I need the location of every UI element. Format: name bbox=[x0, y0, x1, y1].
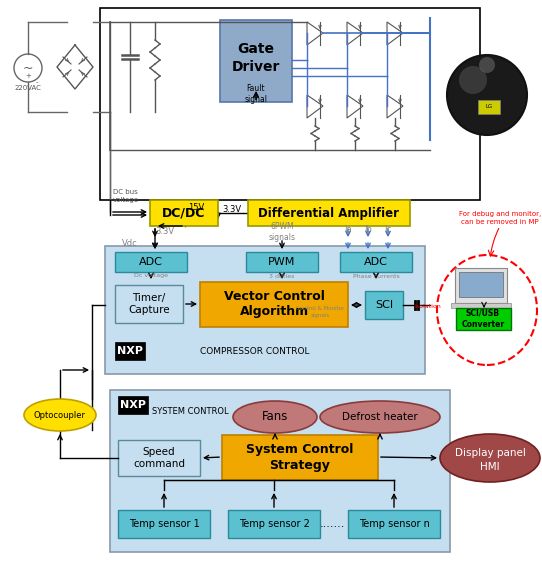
Ellipse shape bbox=[440, 434, 540, 482]
FancyBboxPatch shape bbox=[118, 440, 200, 476]
Text: 3 duties: 3 duties bbox=[269, 274, 295, 279]
Circle shape bbox=[447, 55, 527, 135]
Ellipse shape bbox=[24, 399, 96, 431]
FancyBboxPatch shape bbox=[456, 308, 511, 330]
FancyBboxPatch shape bbox=[105, 246, 425, 374]
FancyBboxPatch shape bbox=[478, 100, 500, 114]
FancyBboxPatch shape bbox=[100, 8, 480, 200]
FancyBboxPatch shape bbox=[220, 20, 292, 102]
FancyBboxPatch shape bbox=[118, 396, 148, 414]
Text: Temp sensor 2: Temp sensor 2 bbox=[238, 519, 309, 529]
Text: DC/DC: DC/DC bbox=[162, 206, 205, 219]
Text: NXP: NXP bbox=[117, 346, 143, 356]
FancyBboxPatch shape bbox=[110, 390, 450, 552]
Text: Timer/
Capture: Timer/ Capture bbox=[128, 293, 170, 315]
Text: Ic: Ic bbox=[384, 226, 391, 235]
Text: 3.3V: 3.3V bbox=[222, 205, 241, 214]
Text: Optocoupler: Optocoupler bbox=[34, 411, 86, 420]
Text: Control & Monitor
signals: Control & Monitor signals bbox=[296, 306, 344, 318]
Text: Display panel: Display panel bbox=[455, 448, 525, 458]
FancyBboxPatch shape bbox=[246, 252, 318, 272]
FancyBboxPatch shape bbox=[451, 303, 511, 308]
Text: 15V: 15V bbox=[188, 202, 204, 212]
Text: SCI/USB
Converter: SCI/USB Converter bbox=[461, 309, 505, 329]
FancyBboxPatch shape bbox=[340, 252, 412, 272]
Polygon shape bbox=[347, 95, 363, 118]
FancyBboxPatch shape bbox=[455, 268, 507, 303]
Ellipse shape bbox=[320, 401, 440, 433]
FancyBboxPatch shape bbox=[115, 252, 187, 272]
Text: Isolation: Isolation bbox=[415, 305, 441, 310]
Polygon shape bbox=[347, 22, 363, 45]
FancyBboxPatch shape bbox=[222, 435, 378, 480]
Circle shape bbox=[459, 66, 487, 94]
FancyBboxPatch shape bbox=[118, 510, 210, 538]
FancyBboxPatch shape bbox=[115, 285, 183, 323]
Text: 3.3V: 3.3V bbox=[155, 227, 174, 236]
Text: 220VAC: 220VAC bbox=[15, 85, 41, 91]
Text: PWM: PWM bbox=[268, 257, 296, 267]
Text: Ia: Ia bbox=[344, 226, 352, 235]
Text: Fans: Fans bbox=[262, 411, 288, 424]
Circle shape bbox=[479, 57, 495, 73]
Text: LG: LG bbox=[486, 104, 493, 109]
Text: Fault
signal: Fault signal bbox=[244, 84, 268, 104]
Text: +: + bbox=[25, 73, 31, 79]
Polygon shape bbox=[307, 95, 323, 118]
Text: Ib: Ib bbox=[364, 226, 372, 235]
Text: SYSTEM CONTROL: SYSTEM CONTROL bbox=[152, 408, 229, 416]
Polygon shape bbox=[387, 22, 403, 45]
Text: Phase currents: Phase currents bbox=[353, 274, 399, 279]
Text: COMPRESSOR CONTROL: COMPRESSOR CONTROL bbox=[200, 346, 309, 355]
FancyBboxPatch shape bbox=[115, 342, 145, 360]
Circle shape bbox=[14, 54, 42, 82]
Text: Temp sensor 1: Temp sensor 1 bbox=[128, 519, 199, 529]
Ellipse shape bbox=[233, 401, 317, 433]
Text: Vdc: Vdc bbox=[122, 240, 138, 249]
Text: -: - bbox=[36, 79, 38, 85]
FancyBboxPatch shape bbox=[150, 200, 218, 226]
Text: Speed
command: Speed command bbox=[133, 447, 185, 469]
Text: Vector Control
Algorithm: Vector Control Algorithm bbox=[223, 289, 325, 319]
FancyBboxPatch shape bbox=[348, 510, 440, 538]
Text: Defrost heater: Defrost heater bbox=[342, 412, 418, 422]
Text: ADC: ADC bbox=[139, 257, 163, 267]
Text: SCI: SCI bbox=[375, 300, 393, 310]
Text: ADC: ADC bbox=[364, 257, 388, 267]
FancyBboxPatch shape bbox=[248, 200, 410, 226]
Text: NXP: NXP bbox=[120, 400, 146, 410]
FancyBboxPatch shape bbox=[228, 510, 320, 538]
Text: Dc voltage: Dc voltage bbox=[134, 274, 168, 279]
Text: Differential Amplifier: Differential Amplifier bbox=[259, 206, 399, 219]
Text: 6PWM
signals: 6PWM signals bbox=[268, 222, 295, 242]
Text: Temp sensor n: Temp sensor n bbox=[359, 519, 429, 529]
Text: ~: ~ bbox=[23, 61, 33, 74]
Polygon shape bbox=[307, 22, 323, 45]
Text: Gate
Driver: Gate Driver bbox=[232, 42, 280, 74]
Ellipse shape bbox=[437, 255, 537, 365]
Text: DC bus
voltage: DC bus voltage bbox=[113, 190, 139, 202]
Polygon shape bbox=[387, 95, 403, 118]
Text: HMI: HMI bbox=[480, 462, 500, 472]
FancyBboxPatch shape bbox=[200, 282, 348, 327]
FancyBboxPatch shape bbox=[365, 291, 403, 319]
Text: .......: ....... bbox=[319, 519, 345, 529]
FancyBboxPatch shape bbox=[459, 272, 503, 297]
Text: System Control
Strategy: System Control Strategy bbox=[246, 443, 354, 472]
Text: For debug and monitor,
can be removed in MP: For debug and monitor, can be removed in… bbox=[459, 212, 541, 224]
